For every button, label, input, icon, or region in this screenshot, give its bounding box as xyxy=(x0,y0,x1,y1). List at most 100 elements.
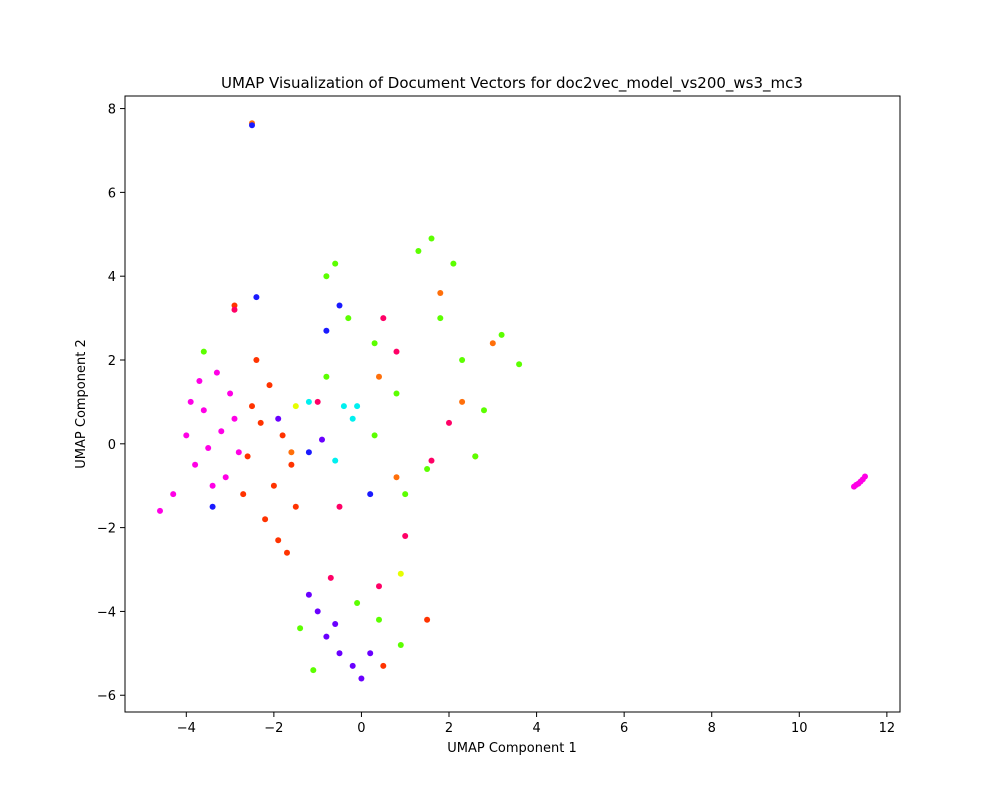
data-point xyxy=(240,491,247,498)
x-axis-label: UMAP Component 1 xyxy=(447,741,576,756)
data-point xyxy=(305,398,312,405)
data-point xyxy=(516,361,523,368)
data-point xyxy=(279,432,286,439)
data-point xyxy=(244,453,251,460)
data-point xyxy=(367,650,374,657)
x-tick-label: 8 xyxy=(708,721,716,736)
data-point xyxy=(345,315,352,322)
data-point xyxy=(222,474,229,481)
data-point xyxy=(393,348,400,355)
data-point xyxy=(336,503,343,510)
data-point xyxy=(288,461,295,468)
data-point xyxy=(257,419,264,426)
data-point xyxy=(157,507,163,514)
data-point xyxy=(205,445,212,451)
data-point xyxy=(459,357,466,363)
points-layer xyxy=(157,120,868,682)
data-point xyxy=(472,453,479,460)
data-point xyxy=(393,474,400,481)
y-tick-label: −6 xyxy=(97,689,116,704)
data-point xyxy=(424,616,431,623)
data-point xyxy=(376,616,382,623)
x-tick-label: 6 xyxy=(620,721,628,736)
data-point xyxy=(380,662,387,669)
data-point xyxy=(371,340,378,347)
data-point xyxy=(323,327,330,334)
data-point xyxy=(231,415,238,422)
data-point xyxy=(332,260,339,267)
data-point xyxy=(231,302,238,309)
data-point xyxy=(284,549,290,556)
x-axis-ticks: −4 −2 0 2 4 6 8 10 12 xyxy=(177,712,895,736)
data-point xyxy=(275,537,282,544)
data-point xyxy=(437,290,444,296)
data-point xyxy=(415,248,422,254)
data-point xyxy=(340,403,347,410)
data-point xyxy=(853,481,860,488)
data-point xyxy=(459,398,466,405)
data-point xyxy=(336,650,343,657)
data-point xyxy=(371,432,378,439)
data-point xyxy=(437,315,444,322)
data-point xyxy=(402,491,409,498)
data-point xyxy=(231,306,238,313)
data-point xyxy=(402,533,409,539)
data-point xyxy=(292,403,299,410)
x-tick-label: 2 xyxy=(445,721,453,736)
data-point xyxy=(498,331,505,338)
y-tick-label: 6 xyxy=(108,186,116,201)
data-point xyxy=(314,398,321,405)
data-point xyxy=(376,583,382,590)
data-point xyxy=(209,482,216,489)
data-point xyxy=(213,369,220,376)
y-axis-ticks: −6 −4 −2 0 2 4 6 8 xyxy=(97,103,125,704)
data-point xyxy=(319,436,325,443)
x-tick-label: 12 xyxy=(879,721,896,736)
data-point xyxy=(200,348,207,355)
data-point xyxy=(332,457,339,464)
y-axis-label: UMAP Component 2 xyxy=(74,339,89,468)
plot-area xyxy=(124,95,901,713)
data-point xyxy=(323,633,330,640)
data-point xyxy=(354,403,361,410)
data-point xyxy=(862,473,868,480)
data-point xyxy=(288,449,295,456)
data-point xyxy=(332,621,339,627)
data-point xyxy=(428,235,435,242)
data-point xyxy=(262,516,269,523)
data-point xyxy=(266,382,273,389)
data-point xyxy=(310,667,317,674)
data-point xyxy=(196,378,203,384)
y-tick-label: 4 xyxy=(108,270,116,285)
data-point xyxy=(249,403,255,410)
data-point xyxy=(376,373,382,380)
data-point xyxy=(235,449,242,456)
data-point xyxy=(481,407,487,414)
y-tick-label: −2 xyxy=(97,522,116,537)
x-tick-label: −2 xyxy=(264,721,283,736)
data-point xyxy=(424,466,431,472)
y-tick-label: 2 xyxy=(108,354,116,369)
x-tick-label: 4 xyxy=(532,721,540,736)
data-point xyxy=(358,675,365,682)
data-point xyxy=(253,357,260,363)
y-tick-label: 0 xyxy=(108,438,116,453)
data-point xyxy=(275,415,282,422)
data-point xyxy=(183,432,190,439)
data-point xyxy=(249,122,255,129)
data-point xyxy=(187,398,194,405)
data-point xyxy=(227,390,234,397)
data-point xyxy=(200,407,207,414)
data-point xyxy=(450,260,457,267)
data-point xyxy=(314,608,321,615)
data-point xyxy=(323,273,330,280)
data-point xyxy=(305,591,312,598)
data-point xyxy=(354,600,361,606)
data-point xyxy=(209,503,216,510)
data-point xyxy=(857,478,864,485)
data-point xyxy=(428,457,435,464)
y-tick-label: 8 xyxy=(108,103,116,118)
data-point xyxy=(380,315,387,322)
